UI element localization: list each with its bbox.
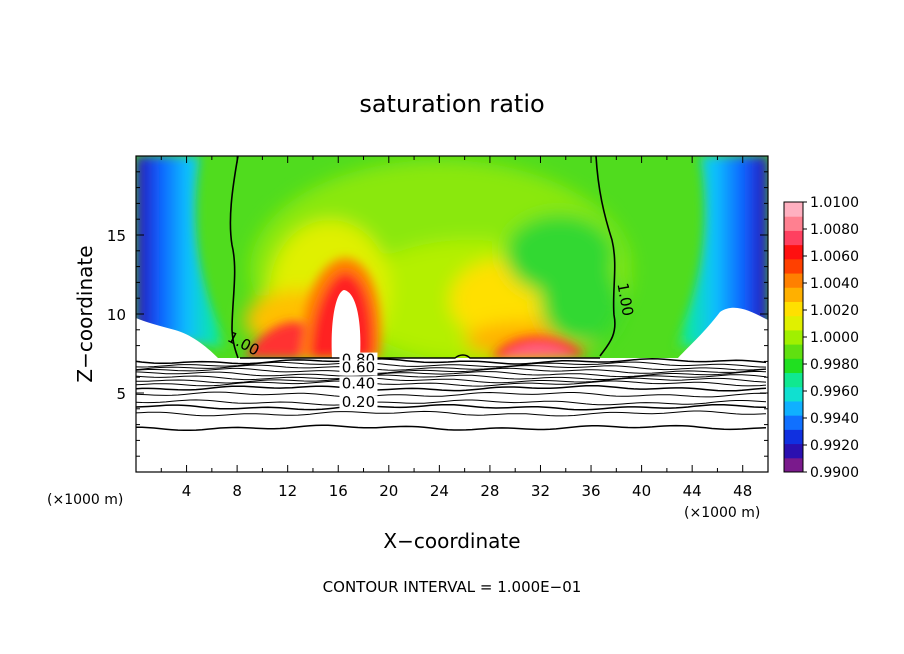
contour-line: [135, 424, 767, 432]
y-tick-label: 15: [107, 227, 126, 245]
colorbar-label: 0.9980: [810, 357, 859, 373]
x-units-left: (×1000 m): [47, 492, 123, 508]
x-tick-label: 12: [278, 482, 297, 500]
updraft-white-core: [331, 290, 361, 358]
colorbar-swatch: [784, 216, 803, 231]
contour-line: [135, 367, 767, 375]
heatmap-field: [136, 156, 768, 472]
colorbar-label: 0.9900: [810, 465, 859, 481]
contour-line: [135, 374, 767, 381]
x-tick-label: 40: [632, 482, 651, 500]
colorbar-swatch: [784, 400, 803, 416]
colorbar-swatch: [784, 429, 803, 445]
x-axis: 4 8 12 16 20 24 28 32 36 40 44 48: [160, 156, 752, 500]
colorbar-swatch: [784, 329, 803, 345]
contour-label-bg: [339, 360, 378, 376]
colorbar-label: 0.9940: [810, 411, 859, 427]
contour-line: [135, 377, 767, 384]
x-tick-label: 24: [430, 482, 449, 500]
x-axis-label: X−coordinate: [383, 529, 520, 553]
colorbar-swatch: [784, 287, 803, 302]
x-tick-label: 20: [379, 482, 398, 500]
x-tick-label: 8: [232, 482, 242, 500]
x-tick-label: 28: [480, 482, 499, 500]
contour-line: [135, 371, 767, 378]
colorbar-swatch: [784, 202, 803, 217]
contour-line: [135, 399, 767, 406]
y-axis: 5 10 15: [107, 171, 768, 457]
colorbar: 1.0100 1.0080 1.0060 1.0040 1.0020 1.0000 0.99…: [783, 195, 859, 481]
contour-line: [135, 384, 767, 392]
colorbar-label: 1.0000: [810, 330, 859, 346]
contour-line: [135, 364, 767, 371]
colorbar-swatch: [784, 315, 803, 331]
x-tick-label: 4: [182, 482, 192, 500]
x-tick-label: 36: [581, 482, 600, 500]
contour-line: [135, 391, 767, 398]
colorbar-label: 1.0040: [810, 276, 859, 292]
colorbar-swatch: [784, 415, 803, 430]
contour-line: [135, 403, 767, 411]
y-tick-label: 5: [116, 385, 126, 403]
y-tick-label: 10: [107, 306, 126, 324]
colorbar-swatch: [784, 344, 803, 359]
colorbar-label: 1.0100: [810, 195, 859, 211]
x-tick-label: 44: [683, 482, 702, 500]
contour-label: 0.20: [342, 393, 375, 411]
colorbar-label: 1.0060: [810, 249, 859, 265]
colorbar-label: 0.9960: [810, 384, 859, 400]
colorbar-swatch: [784, 273, 803, 288]
colorbar-label: 0.9920: [810, 438, 859, 454]
updraft-core: [245, 258, 585, 358]
contour-1-00-left: [229, 156, 239, 359]
contour-1-00-base: [240, 354, 600, 359]
colorbar-label: 1.0020: [810, 303, 859, 319]
contour-line: [135, 361, 767, 368]
colorbar-swatch: [784, 230, 803, 246]
colorbar-swatch: [784, 358, 803, 374]
colorbar-swatch: [784, 443, 803, 459]
contour-interval-note: CONTOUR INTERVAL = 1.000E−01: [323, 578, 582, 596]
colorbar-swatch: [784, 386, 803, 402]
y-axis-label: Z−coordinate: [73, 245, 97, 382]
contour-label: 0.60: [342, 358, 375, 376]
contour-label-bg: [339, 376, 378, 392]
contour-line: [135, 358, 767, 365]
contour-labels: 1.001.000.800.600.400.20: [224, 282, 636, 412]
contour-label-bg: [339, 395, 378, 411]
colorbar-label: 1.0080: [810, 222, 859, 238]
field-edges: [136, 156, 768, 350]
chart-title: saturation ratio: [359, 90, 544, 118]
contour-line: [135, 410, 767, 417]
colorbar-swatch: [784, 258, 803, 274]
contour-label: 0.40: [342, 374, 375, 392]
x-units-right: (×1000 m): [684, 505, 760, 521]
colorbar-swatch: [784, 372, 803, 388]
contour-label: 1.00: [613, 282, 637, 318]
colorbar-swatch: [784, 301, 803, 317]
x-tick-label: 32: [531, 482, 550, 500]
colorbar-swatch: [784, 457, 803, 473]
contour-1-00-right: [595, 156, 616, 357]
subcloud-contours: [135, 358, 767, 432]
x-tick-label: 48: [733, 482, 752, 500]
contour-line: [135, 380, 767, 387]
x-tick-label: 16: [329, 482, 348, 500]
colorbar-swatch: [784, 244, 803, 260]
